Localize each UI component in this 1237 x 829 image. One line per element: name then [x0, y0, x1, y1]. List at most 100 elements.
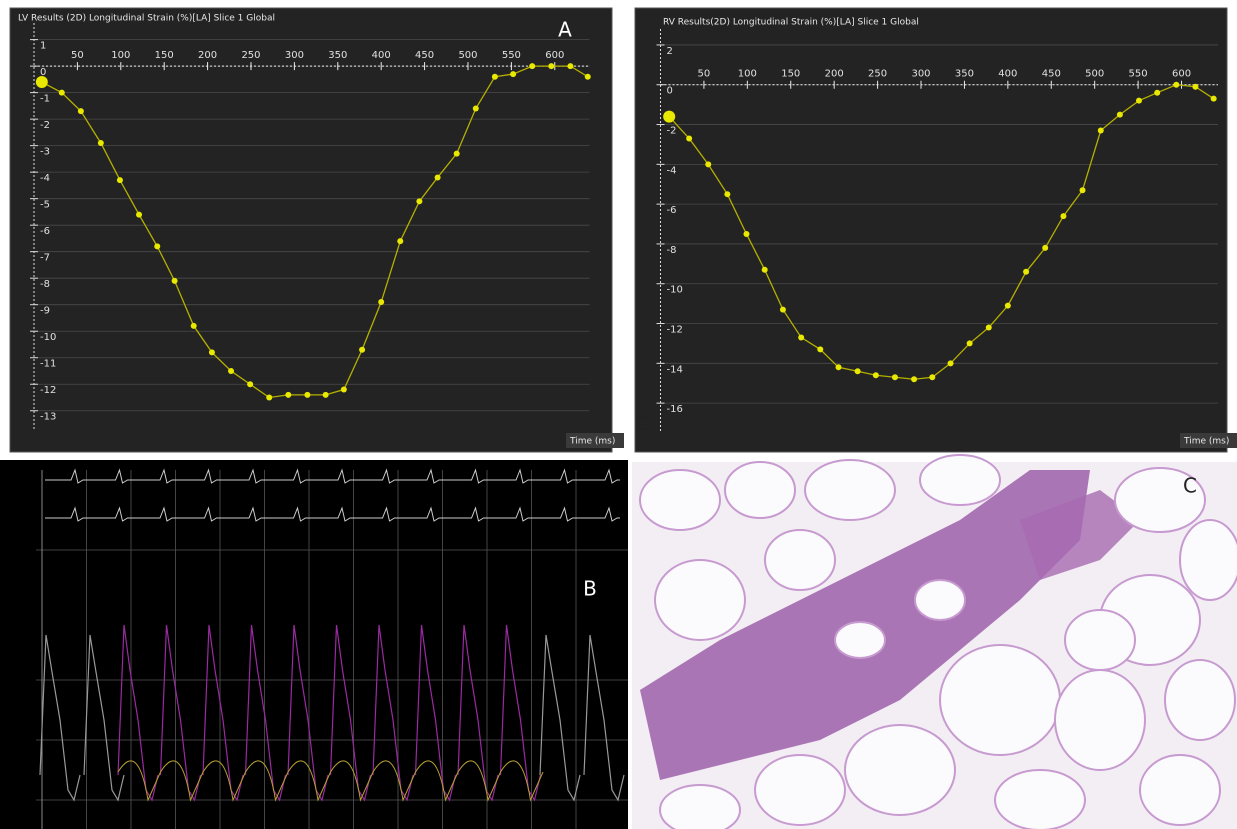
- data-point: [1154, 90, 1160, 96]
- data-point: [323, 392, 329, 398]
- x-tick-label: 300: [911, 69, 930, 80]
- y-tick-label: -6: [40, 226, 50, 237]
- data-point: [585, 74, 591, 80]
- y-tick-label: -6: [667, 205, 677, 216]
- data-point: [228, 368, 234, 374]
- data-point: [209, 349, 215, 355]
- data-point: [836, 364, 842, 370]
- data-point: [1080, 187, 1086, 193]
- data-point: [285, 392, 291, 398]
- data-point: [266, 394, 272, 400]
- y-tick-label: 0: [667, 86, 673, 97]
- data-point: [98, 140, 104, 146]
- data-point: [1005, 303, 1011, 309]
- data-point: [855, 368, 861, 374]
- x-tick-label: 200: [198, 50, 217, 61]
- data-point: [136, 212, 142, 218]
- histology-panel: [632, 455, 1237, 829]
- x-axis-label: Time (ms): [569, 437, 615, 447]
- data-point: [529, 63, 535, 69]
- x-tick-label: 500: [458, 50, 477, 61]
- data-point: [762, 267, 768, 273]
- y-tick-label: -8: [667, 245, 677, 256]
- y-tick-label: -2: [40, 120, 50, 131]
- y-tick-label: -16: [667, 404, 683, 415]
- y-tick-label: -9: [40, 306, 50, 317]
- fat-cell: [835, 622, 885, 658]
- x-tick-label: 200: [825, 69, 844, 80]
- fat-cell: [1140, 755, 1220, 825]
- panel-label: C: [1183, 474, 1197, 498]
- data-point: [78, 108, 84, 114]
- data-point: [948, 360, 954, 366]
- x-tick-label: 600: [1172, 69, 1191, 80]
- panel-label: C: [635, 412, 649, 436]
- x-tick-label: 350: [955, 69, 974, 80]
- y-tick-label: -8: [40, 279, 50, 290]
- data-point: [341, 387, 347, 393]
- x-tick-label: 400: [372, 50, 391, 61]
- y-tick-label: -11: [40, 359, 56, 370]
- x-tick-label: 250: [868, 69, 887, 80]
- y-tick-label: -2: [667, 126, 677, 137]
- data-point: [154, 243, 160, 249]
- data-point: [59, 90, 65, 96]
- y-tick-label: -1: [40, 94, 50, 105]
- panel-label: B: [583, 577, 597, 601]
- fat-cell: [845, 725, 955, 815]
- y-tick-label: 2: [667, 46, 673, 57]
- fat-cell: [1055, 670, 1145, 770]
- data-point: [663, 111, 675, 123]
- data-point: [929, 374, 935, 380]
- x-tick-label: 450: [1042, 69, 1061, 80]
- data-point: [117, 177, 123, 183]
- data-point: [873, 372, 879, 378]
- y-tick-label: -12: [667, 325, 683, 336]
- y-tick-label: -4: [667, 165, 677, 176]
- data-point: [986, 325, 992, 331]
- data-point: [1098, 128, 1104, 134]
- data-point: [473, 106, 479, 112]
- data-point: [247, 381, 253, 387]
- data-point: [817, 346, 823, 352]
- x-tick-label: 400: [998, 69, 1017, 80]
- fat-cell: [725, 462, 795, 518]
- x-tick-label: 100: [111, 50, 130, 61]
- data-point: [967, 340, 973, 346]
- fat-cell: [915, 580, 965, 620]
- data-point: [1060, 213, 1066, 219]
- fat-cell: [640, 470, 720, 530]
- x-tick-label: 150: [155, 50, 174, 61]
- y-tick-label: -4: [40, 173, 50, 184]
- y-tick-label: -10: [667, 285, 683, 296]
- data-point: [435, 174, 441, 180]
- fat-cell: [940, 645, 1060, 755]
- data-point: [686, 135, 692, 141]
- x-tick-label: 550: [502, 50, 521, 61]
- data-point: [304, 392, 310, 398]
- data-point: [911, 376, 917, 382]
- data-point: [1192, 84, 1198, 90]
- fat-cell: [765, 530, 835, 590]
- fat-cell: [755, 755, 845, 825]
- figure: B C 10-1-2-3-4-5-6-7-8-9-10-11-12-135010…: [0, 0, 1237, 829]
- data-point: [892, 374, 898, 380]
- fat-cell: [1165, 660, 1235, 740]
- fat-cell: [805, 460, 895, 520]
- y-tick-label: -14: [667, 364, 683, 375]
- x-tick-label: 550: [1129, 69, 1148, 80]
- pressure-panel: [0, 460, 628, 829]
- data-point: [1211, 96, 1217, 102]
- fat-cell: [1180, 520, 1237, 600]
- data-point: [378, 299, 384, 305]
- data-point: [1042, 245, 1048, 251]
- data-point: [492, 74, 498, 80]
- x-tick-label: 500: [1085, 69, 1104, 80]
- data-point: [743, 231, 749, 237]
- y-tick-label: -7: [40, 253, 50, 264]
- fat-cell: [660, 785, 740, 829]
- data-point: [1173, 82, 1179, 88]
- chart-title: RV Results(2D) Longitudinal Strain (%)[L…: [663, 18, 919, 28]
- x-tick-label: 150: [781, 69, 800, 80]
- x-tick-label: 50: [698, 69, 711, 80]
